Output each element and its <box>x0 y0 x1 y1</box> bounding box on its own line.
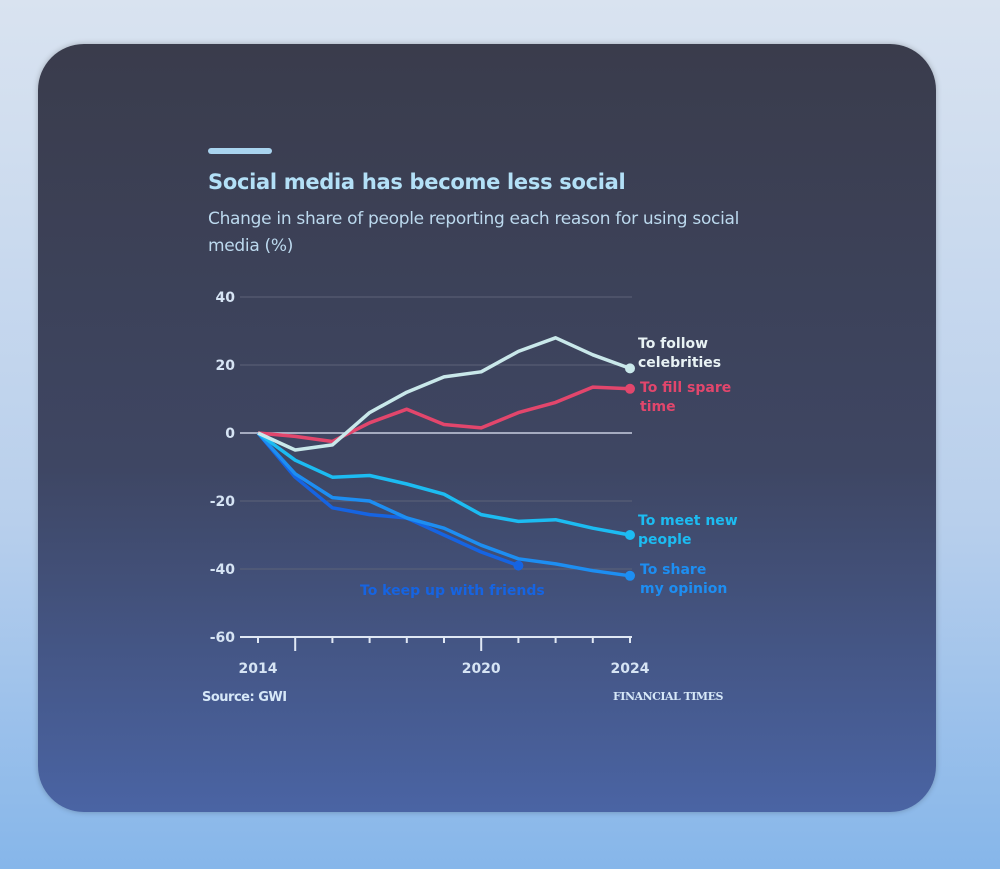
series-label-line: To keep up with friends <box>360 583 545 599</box>
y-tick-label: 0 <box>225 426 235 442</box>
series-label: To keep up with friends <box>360 583 545 599</box>
series-end-marker <box>625 570 635 581</box>
series-line <box>256 431 631 578</box>
series-end-marker <box>625 383 635 394</box>
chart-title: Social media has become less social <box>208 170 626 194</box>
y-tick-label: -60 <box>210 630 236 646</box>
series-label-line: people <box>638 532 691 548</box>
series-label-line: To meet new <box>638 513 738 529</box>
y-tick-label: 20 <box>216 358 236 374</box>
series-end-marker <box>513 560 524 571</box>
series-end-marker <box>625 530 635 540</box>
series-label: To fill spare time <box>640 380 731 415</box>
y-tick-label: 40 <box>216 290 236 306</box>
series-line <box>256 431 520 568</box>
chart-subtitle: Change in share of people reporting each… <box>208 209 740 256</box>
series-line <box>257 385 631 444</box>
y-tick-label: -40 <box>210 562 236 578</box>
series-label: To meet new people <box>638 513 738 548</box>
series-label: To share my opinion <box>640 562 727 597</box>
y-tick-label: -20 <box>210 494 236 510</box>
series-label-line: To fill spare <box>640 380 731 396</box>
series-label-line: To follow <box>638 336 708 352</box>
series-label-line: To share <box>640 562 706 578</box>
x-tick-label: 2024 <box>611 661 650 677</box>
source-note: Source: GWI <box>202 690 287 705</box>
series-line <box>257 336 631 452</box>
x-tick-label: 2014 <box>239 661 278 677</box>
x-tick-label: 2020 <box>462 661 501 677</box>
series-end-marker <box>625 363 635 374</box>
series-label-line: celebrities <box>638 355 721 371</box>
publisher-logo: FINANCIAL TIMES <box>613 690 723 703</box>
series-label-line: time <box>640 399 676 415</box>
series-label: To follow celebrities <box>638 336 721 371</box>
projected-slide <box>38 44 936 812</box>
series-label-line: my opinion <box>640 581 727 597</box>
series-line <box>256 431 631 537</box>
accent-bar <box>208 148 272 154</box>
